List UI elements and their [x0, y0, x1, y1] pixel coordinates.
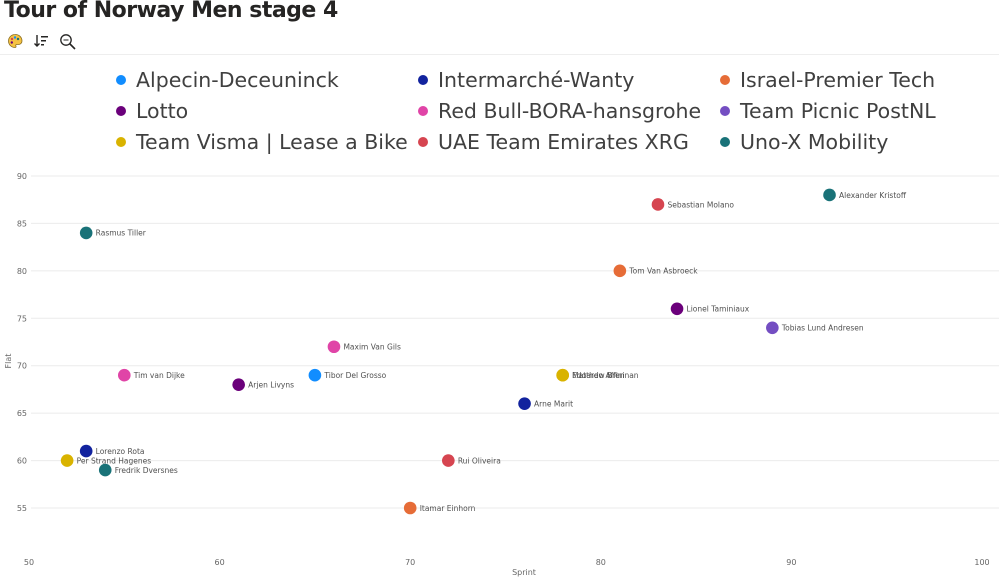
legend-marker [418, 105, 428, 116]
data-label: Tobias Lund Andresen [781, 324, 864, 333]
y-tick-label: 80 [17, 267, 27, 276]
data-label: Rasmus Tiller [96, 229, 147, 238]
legend-item[interactable]: Alpecin-Deceuninck [116, 66, 418, 93]
data-point[interactable] [118, 368, 131, 382]
legend-label: Lotto [136, 98, 189, 123]
data-point[interactable] [232, 378, 245, 391]
legend-marker [116, 74, 126, 85]
legend-label: Uno-X Mobility [740, 129, 889, 154]
x-tick-label: 90 [786, 558, 796, 567]
sort-icon[interactable] [32, 32, 50, 50]
y-tick-label: 55 [17, 504, 27, 513]
legend-item[interactable]: Team Visma | Lease a Bike [116, 128, 418, 155]
data-label: Matthew Brennan [572, 371, 639, 380]
page-title: Tour of Norway Men stage 4 [4, 0, 338, 23]
data-label: Per Strand Hagenes [77, 456, 152, 465]
y-tick-label: 75 [17, 314, 27, 323]
data-point[interactable] [79, 444, 93, 458]
y-tick-label: 85 [17, 219, 27, 228]
y-tick-label: 65 [17, 409, 27, 418]
x-tick-label: 80 [596, 558, 606, 567]
data-label: Edoardo Affini [572, 371, 625, 380]
legend-label: Team Picnic PostNL [740, 98, 936, 123]
legend-item[interactable]: Israel-Premier Tech [720, 66, 999, 93]
legend-marker [418, 136, 428, 147]
legend-item[interactable]: Red Bull-BORA-hansgrohe [418, 97, 720, 124]
legend-label: Red Bull-BORA-hansgrohe [438, 98, 702, 123]
data-label: Arjen Livyns [248, 380, 294, 389]
data-point[interactable] [327, 340, 341, 354]
data-label: Maxim Van Gils [343, 343, 401, 352]
data-point[interactable] [60, 454, 74, 467]
zoom-icon[interactable] [58, 32, 76, 50]
data-label: Tibor Del Grosso [323, 371, 386, 380]
x-tick-label: 50 [24, 558, 34, 567]
legend-marker [720, 74, 730, 85]
data-label: Rui Oliveira [458, 456, 501, 465]
data-point[interactable] [556, 368, 569, 382]
data-point[interactable] [98, 463, 112, 477]
x-tick-label: 60 [215, 558, 225, 567]
data-point[interactable] [308, 368, 322, 382]
data-point[interactable] [823, 188, 836, 202]
data-label: Tim van Dijke [133, 371, 185, 380]
x-tick-label: 100 [974, 558, 989, 567]
y-tick-label: 70 [17, 362, 27, 371]
legend-marker [720, 105, 730, 116]
legend-label: Israel-Premier Tech [740, 67, 936, 92]
y-tick-label: 60 [17, 457, 27, 466]
data-point[interactable] [518, 397, 531, 410]
data-label: Tom Van Asbroeck [628, 267, 698, 276]
data-label: Fredrik Dversnes [115, 466, 178, 475]
data-point[interactable] [613, 264, 627, 278]
legend-label: Team Visma | Lease a Bike [136, 129, 408, 154]
legend-item[interactable]: Uno-X Mobility [720, 128, 999, 155]
scatter-chart: 55 60 65 70 75 80 85 90 50 60 70 80 90 100 Sprint Flat A… [4, 172, 999, 577]
data-label: Lorenzo Rota [96, 447, 145, 456]
data-point[interactable] [442, 454, 455, 467]
x-axis-title: Sprint [512, 568, 536, 577]
palette-icon[interactable] [6, 32, 24, 50]
y-tick-label: 90 [17, 172, 27, 181]
legend-label: Alpecin-Deceuninck [136, 67, 339, 92]
header-divider [0, 54, 999, 55]
legend-item[interactable]: UAE Team Emirates XRG [418, 128, 720, 155]
x-tick-label: 70 [405, 558, 415, 567]
legend-item[interactable]: Intermarché-Wanty [418, 66, 720, 93]
data-label: Lionel Taminiaux [687, 305, 750, 314]
legend-label: UAE Team Emirates XRG [438, 129, 689, 154]
data-point[interactable] [651, 198, 665, 211]
chart-legend: Alpecin-Deceuninck Intermarché-Wanty Israe… [116, 66, 999, 155]
data-label: Itamar Einhorn [420, 504, 476, 513]
legend-marker [720, 136, 730, 147]
data-point[interactable] [403, 501, 417, 515]
data-label: Arne Marit [534, 399, 573, 408]
y-axis-title: Flat [4, 354, 13, 369]
legend-marker [116, 105, 126, 116]
legend-label: Intermarché-Wanty [438, 67, 635, 92]
visual-toolbar [6, 32, 76, 50]
data-label: Sebastian Molano [667, 200, 734, 209]
data-point[interactable] [766, 321, 779, 335]
data-point[interactable] [79, 226, 93, 240]
data-label: Alexander Kristoff [839, 191, 907, 200]
legend-marker [116, 136, 126, 147]
legend-item[interactable]: Lotto [116, 97, 418, 124]
legend-item[interactable]: Team Picnic PostNL [720, 97, 999, 124]
data-point[interactable] [670, 302, 684, 316]
legend-marker [418, 74, 428, 85]
